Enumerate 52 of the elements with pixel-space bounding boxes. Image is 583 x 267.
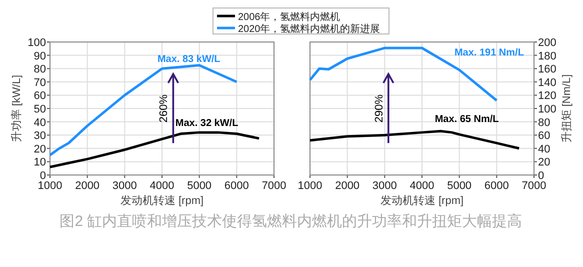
x-tick-label: 4000	[410, 180, 434, 192]
y2-tick-label: 60	[538, 130, 550, 142]
x-tick-label: 1000	[38, 180, 62, 192]
x-tick-label: 5000	[447, 180, 472, 192]
annotation: Max. 65 Nm/L	[434, 114, 499, 125]
y2-tick-label: 140	[538, 76, 556, 89]
y2-tick-label: 40	[538, 143, 550, 156]
annotation: 260%	[158, 94, 170, 123]
y-tick-label: 0	[40, 170, 46, 182]
y2-tick-label: 160	[538, 64, 556, 76]
y2-axis-title: 升扭矩 [Nm/L]	[560, 74, 573, 143]
x-tick-label: 3000	[112, 180, 137, 192]
x-axis-title: 发动机转速 [rpm]	[120, 194, 204, 207]
y2-tick-label: 200	[538, 37, 556, 49]
y-tick-label: 90	[34, 50, 46, 62]
y-tick-label: 20	[34, 143, 46, 156]
annotation: Max. 191 Nm/L	[454, 47, 524, 58]
y-tick-label: 70	[34, 76, 46, 89]
annotation: Max. 83 kW/L	[157, 54, 220, 65]
x-tick-label: 5000	[187, 180, 212, 192]
y2-tick-label: 100	[538, 104, 556, 116]
x-tick-label: 3000	[372, 180, 397, 192]
x-tick-label: 7000	[262, 180, 286, 192]
legend-label: 2006年，氢燃料内燃机	[238, 11, 340, 23]
x-tick-label: 6000	[484, 180, 509, 192]
y-tick-label: 30	[34, 130, 46, 142]
line-series	[48, 131, 260, 168]
line-series	[308, 130, 520, 150]
y-tick-label: 50	[34, 104, 46, 116]
y-tick-label: 60	[34, 90, 46, 102]
legend-label: 2020年，氢燃料内燃机的新进展	[238, 23, 380, 35]
y2-tick-label: 120	[538, 90, 556, 102]
caption: 图2 缸内直喷和增压技术使得氢燃料内燃机的升功率和升扭矩大幅提高	[60, 213, 522, 230]
y-tick-label: 40	[34, 116, 46, 129]
x-tick-label: 4000	[150, 180, 174, 192]
annotation: Max. 32 kW/L	[175, 118, 238, 129]
y-axis-title: 升功率 [kW/L]	[10, 74, 23, 142]
x-tick-label: 1000	[298, 180, 322, 192]
y-tick-label: 100	[28, 37, 46, 49]
y2-tick-label: 20	[538, 156, 550, 169]
x-tick-label: 2000	[335, 180, 360, 192]
y2-tick-label: 0	[538, 170, 544, 182]
y2-tick-label: 180	[538, 50, 556, 62]
x-axis-title: 发动机转速 [rpm]	[380, 194, 464, 207]
y-tick-label: 10	[34, 156, 46, 169]
annotation: 290%	[373, 94, 386, 123]
x-tick-label: 2000	[75, 180, 100, 192]
y-tick-label: 80	[34, 64, 46, 76]
y2-tick-label: 80	[538, 116, 550, 129]
x-tick-label: 7000	[522, 180, 546, 192]
x-tick-label: 6000	[224, 180, 249, 192]
line-series	[48, 64, 238, 156]
